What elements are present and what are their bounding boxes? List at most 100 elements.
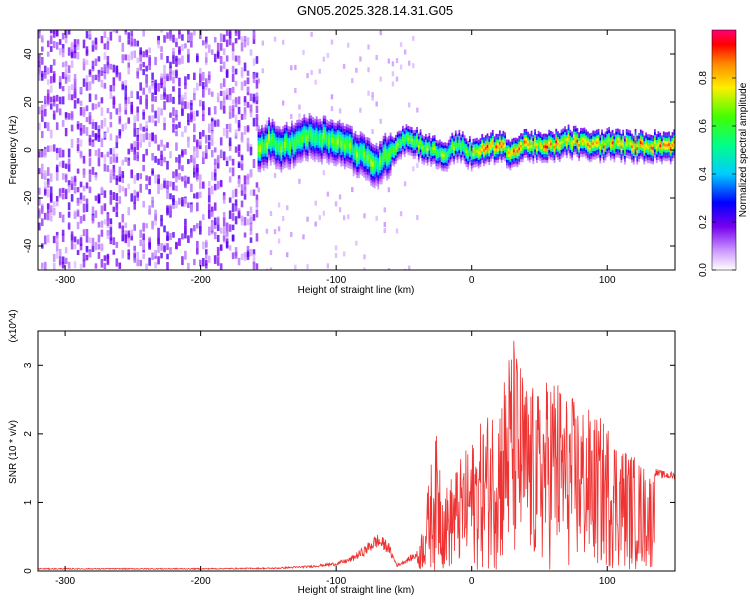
ridge-cell [576, 142, 579, 146]
ridge-cell [313, 127, 316, 131]
noise-cell [391, 81, 395, 87]
noise-cell [112, 237, 116, 246]
ridge-cell [366, 151, 369, 155]
ridge-cell [497, 151, 499, 155]
ridge-cell [292, 165, 295, 169]
ridge-cell [606, 154, 609, 158]
ridge-cell [380, 172, 383, 176]
ridge-cell [461, 134, 464, 138]
ridge-cell [261, 153, 263, 157]
ridge-cell [269, 125, 272, 129]
ridge-cell [511, 150, 514, 154]
ridge-cell [548, 147, 551, 151]
noise-cell [115, 211, 119, 217]
ridge-cell [476, 149, 478, 153]
ridge-cell [520, 156, 522, 160]
noise-cell [64, 112, 68, 118]
ridge-cell [370, 165, 373, 169]
ridge-cell [319, 124, 322, 128]
noise-cell [38, 106, 41, 115]
ridge-cell [447, 154, 450, 158]
noise-cell [193, 193, 196, 199]
ridge-cell [342, 163, 344, 167]
ridge-cell [352, 155, 355, 159]
ridge-cell [343, 160, 346, 164]
noise-cell [204, 57, 208, 63]
ridge-cell [548, 155, 551, 159]
ridge-cell [257, 160, 260, 164]
ridge-cell [335, 157, 337, 161]
ridge-cell [354, 165, 357, 169]
ridge-cell [283, 133, 286, 137]
ridge-cell [299, 122, 302, 126]
noise-cell [184, 43, 187, 49]
ridge-cell [400, 136, 403, 140]
noise-cell [124, 80, 128, 89]
ridge-cell [336, 158, 339, 162]
noise-cell [213, 202, 217, 211]
ridge-cell [326, 160, 329, 164]
noise-cell [166, 262, 169, 270]
ridge-cell [627, 129, 630, 133]
ridge-cell [315, 150, 318, 154]
ridge-cell [305, 146, 307, 150]
ridge-cell [312, 128, 314, 132]
ridge-cell [490, 158, 492, 162]
noise-cell [252, 159, 256, 168]
ridge-cell [534, 155, 536, 159]
noise-cell [252, 189, 256, 196]
noise-cell [240, 42, 244, 52]
ridge-cell [396, 140, 399, 144]
ridge-cell [548, 141, 551, 145]
noise-cell [121, 225, 125, 233]
ridge-cell [366, 160, 369, 164]
ridge-cell [342, 131, 344, 135]
ridge-cell [659, 135, 662, 139]
ridge-cell [550, 139, 552, 143]
noise-cell [58, 161, 62, 167]
noise-cell [97, 252, 101, 259]
ridge-cell [294, 137, 297, 141]
ridge-cell [264, 156, 267, 160]
noise-cell [157, 178, 160, 185]
noise-cell [76, 239, 80, 245]
ridge-cell [417, 150, 420, 154]
ridge-cell [609, 154, 612, 158]
ridge-cell [363, 163, 366, 167]
ridge-cell [349, 131, 351, 135]
ridge-cell [402, 134, 404, 138]
ridge-cell [579, 133, 582, 137]
ridge-cell [271, 159, 274, 163]
noise-cell [172, 70, 175, 76]
noise-cell [163, 73, 166, 80]
noise-cell [85, 127, 89, 136]
ridge-cell [387, 141, 390, 145]
ridge-cell [280, 137, 283, 141]
ridge-cell [428, 138, 431, 142]
noise-cell [240, 215, 244, 222]
ridge-cell [442, 154, 445, 158]
ridge-cell [345, 152, 348, 156]
ridge-cell [262, 150, 265, 154]
noise-cell [184, 126, 187, 133]
ridge-cell [525, 131, 528, 135]
ridge-cell [291, 129, 293, 133]
ridge-cell [306, 144, 309, 148]
ridge-cell [292, 153, 295, 157]
ridge-cell [370, 148, 373, 152]
ridge-cell [597, 143, 600, 147]
ridge-cell [648, 142, 651, 146]
ridge-cell [511, 164, 514, 168]
ridge-cell [576, 151, 579, 155]
noise-cell [82, 253, 86, 260]
ridge-cell [271, 141, 274, 145]
ridge-cell [372, 146, 374, 150]
noise-cell [175, 37, 178, 46]
noise-cell [240, 81, 244, 91]
ridge-cell [386, 163, 388, 167]
ridge-cell [502, 133, 505, 137]
noise-cell [145, 183, 148, 190]
ridge-cell [303, 125, 306, 129]
ridge-cell [565, 134, 568, 138]
ridge-cell [653, 143, 656, 147]
